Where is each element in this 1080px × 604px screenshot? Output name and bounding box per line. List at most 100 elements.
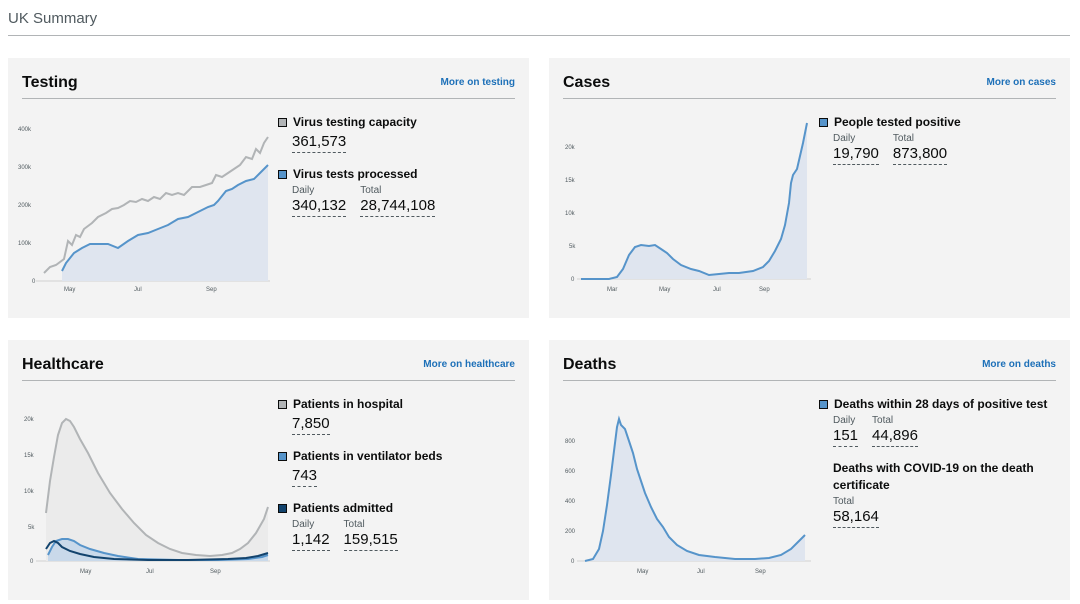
- y-tick-label: 200k: [18, 203, 32, 209]
- deaths-chart: 800 600 400 200 0 May Jul Sep: [559, 395, 813, 575]
- deaths-card-title: Deaths: [563, 356, 617, 373]
- metric-value[interactable]: 44,896: [872, 427, 918, 447]
- testing-chart: 400k 300k 200k 100k 0 May Jul Sep: [18, 113, 272, 293]
- ventilator-area: [48, 539, 268, 561]
- y-tick-label: 20k: [24, 417, 35, 423]
- y-tick-label: 0: [30, 559, 34, 565]
- x-tick-label: Sep: [210, 569, 221, 575]
- blue-legend-square-icon: [819, 400, 828, 409]
- healthcare-card: Healthcare More on healthcare 20k 15k 10…: [8, 340, 529, 600]
- healthcare-chart: 20k 15k 10k 5k 0 May Jul Sep: [18, 395, 272, 575]
- cases-card-title: Cases: [563, 74, 611, 91]
- x-tick-label: May: [64, 287, 75, 293]
- metric-label: Patients in ventilator beds: [293, 449, 443, 463]
- testing-card-header: Testing More on testing: [22, 58, 515, 99]
- value-label-total: Total: [360, 185, 382, 196]
- metric-patients-in-hospital: Patients in hospital 7,850: [278, 396, 514, 435]
- blue-legend-square-icon: [819, 118, 828, 127]
- y-tick-label: 800: [565, 439, 576, 445]
- metric-label: Deaths within 28 days of positive test: [834, 397, 1048, 411]
- more-on-cases-link[interactable]: More on cases: [986, 77, 1056, 88]
- blue-legend-square-icon: [278, 452, 287, 461]
- tests-processed-line: [61, 164, 269, 272]
- y-tick-label: 10k: [24, 489, 35, 495]
- cases-chart: 20k 15k 10k 5k 0 Mar May Jul Sep: [559, 113, 813, 293]
- metric-value[interactable]: 743: [292, 467, 318, 487]
- hospital-area: [46, 419, 268, 561]
- metric-deaths-with-covid-on-certificate: Deaths with COVID-19 on the death certif…: [819, 460, 1055, 528]
- metric-deaths-within-28-days: Deaths within 28 days of positive test D…: [819, 396, 1055, 447]
- value-label-total: Total: [833, 496, 855, 507]
- y-tick-label: 400: [565, 499, 576, 505]
- y-tick-label: 15k: [24, 453, 35, 459]
- value-label-daily: Daily: [833, 133, 856, 144]
- metric-label: Virus testing capacity: [293, 115, 417, 129]
- metric-value[interactable]: 7,850: [292, 415, 330, 435]
- y-tick-label: 400k: [18, 127, 32, 133]
- deaths-x-ticks: May Jul Sep: [637, 569, 766, 575]
- deaths-metrics: Deaths within 28 days of positive test D…: [819, 396, 1055, 541]
- cases-y-ticks: 20k 15k 10k 5k 0: [565, 145, 576, 283]
- cases-area: [581, 123, 807, 279]
- metric-value[interactable]: 159,515: [343, 531, 398, 551]
- x-tick-label: Mar: [607, 287, 617, 293]
- value-label-daily: Daily: [292, 185, 315, 196]
- blue-legend-square-icon: [278, 170, 287, 179]
- more-on-healthcare-link[interactable]: More on healthcare: [423, 359, 515, 370]
- metric-virus-tests-processed: Virus tests processed Daily 340,132 Total…: [278, 166, 514, 217]
- x-tick-label: May: [659, 287, 670, 293]
- grey-legend-square-icon: [278, 118, 287, 127]
- value-label-total: Total: [343, 519, 365, 530]
- metric-value[interactable]: 873,800: [892, 145, 948, 165]
- metric-value[interactable]: 19,790: [833, 145, 879, 165]
- x-tick-label: Jul: [134, 287, 142, 293]
- healthcare-y-ticks: 20k 15k 10k 5k 0: [24, 417, 35, 565]
- deaths-y-ticks: 800 600 400 200 0: [565, 439, 576, 565]
- testing-metrics: Virus testing capacity 361,573 Virus tes…: [278, 114, 514, 230]
- value-label-daily: Daily: [292, 519, 315, 530]
- tests-processed-area: [62, 165, 268, 281]
- y-tick-label: 5k: [28, 525, 35, 531]
- x-tick-label: May: [80, 569, 91, 575]
- metric-patients-in-ventilator-beds: Patients in ventilator beds 743: [278, 448, 514, 487]
- metric-value[interactable]: 28,744,108: [360, 197, 436, 217]
- metric-virus-testing-capacity: Virus testing capacity 361,573: [278, 114, 514, 153]
- y-tick-label: 15k: [565, 178, 576, 184]
- cases-line: [581, 122, 808, 280]
- admitted-line: [45, 539, 269, 561]
- metric-value[interactable]: 361,573: [292, 133, 347, 153]
- cases-card-header: Cases More on cases: [563, 58, 1056, 99]
- x-tick-label: May: [637, 569, 648, 575]
- x-tick-label: Jul: [697, 569, 705, 575]
- y-tick-label: 0: [571, 277, 575, 283]
- more-on-testing-link[interactable]: More on testing: [440, 77, 515, 88]
- metric-value[interactable]: 151: [833, 427, 859, 447]
- healthcare-card-title: Healthcare: [22, 356, 104, 373]
- value-label-total: Total: [872, 415, 894, 426]
- x-tick-label: Jul: [713, 287, 721, 293]
- value-label-daily: Daily: [833, 415, 856, 426]
- metric-people-tested-positive: People tested positive Daily 19,790 Total…: [819, 114, 1055, 165]
- metric-label: Deaths with COVID-19 on the death certif…: [833, 461, 1034, 492]
- y-tick-label: 200: [565, 529, 576, 535]
- metric-label: People tested positive: [834, 115, 961, 129]
- metric-value[interactable]: 1,142: [292, 531, 330, 551]
- value-label-total: Total: [892, 133, 915, 144]
- cases-x-ticks: Mar May Jul Sep: [607, 287, 770, 293]
- cases-card: Cases More on cases 20k 15k 10k 5k 0 Mar…: [549, 58, 1070, 318]
- metric-value[interactable]: 340,132: [292, 197, 347, 217]
- testing-capacity-line: [43, 136, 269, 274]
- deaths-card: Deaths More on deaths 800 600 400 200 0 …: [549, 340, 1070, 600]
- navy-legend-square-icon: [278, 504, 287, 513]
- y-tick-label: 20k: [565, 145, 576, 151]
- y-tick-label: 10k: [565, 211, 576, 217]
- metric-value[interactable]: 58,164: [833, 508, 879, 528]
- healthcare-metrics: Patients in hospital 7,850 Patients in v…: [278, 396, 514, 564]
- y-tick-label: 0: [32, 279, 36, 285]
- x-tick-label: Jul: [146, 569, 154, 575]
- deaths-area: [585, 419, 805, 561]
- page-title-rule: [8, 35, 1070, 36]
- metric-label: Patients in hospital: [293, 397, 404, 411]
- more-on-deaths-link[interactable]: More on deaths: [982, 359, 1056, 370]
- testing-card: Testing More on testing 400k 300k 200k 1…: [8, 58, 529, 318]
